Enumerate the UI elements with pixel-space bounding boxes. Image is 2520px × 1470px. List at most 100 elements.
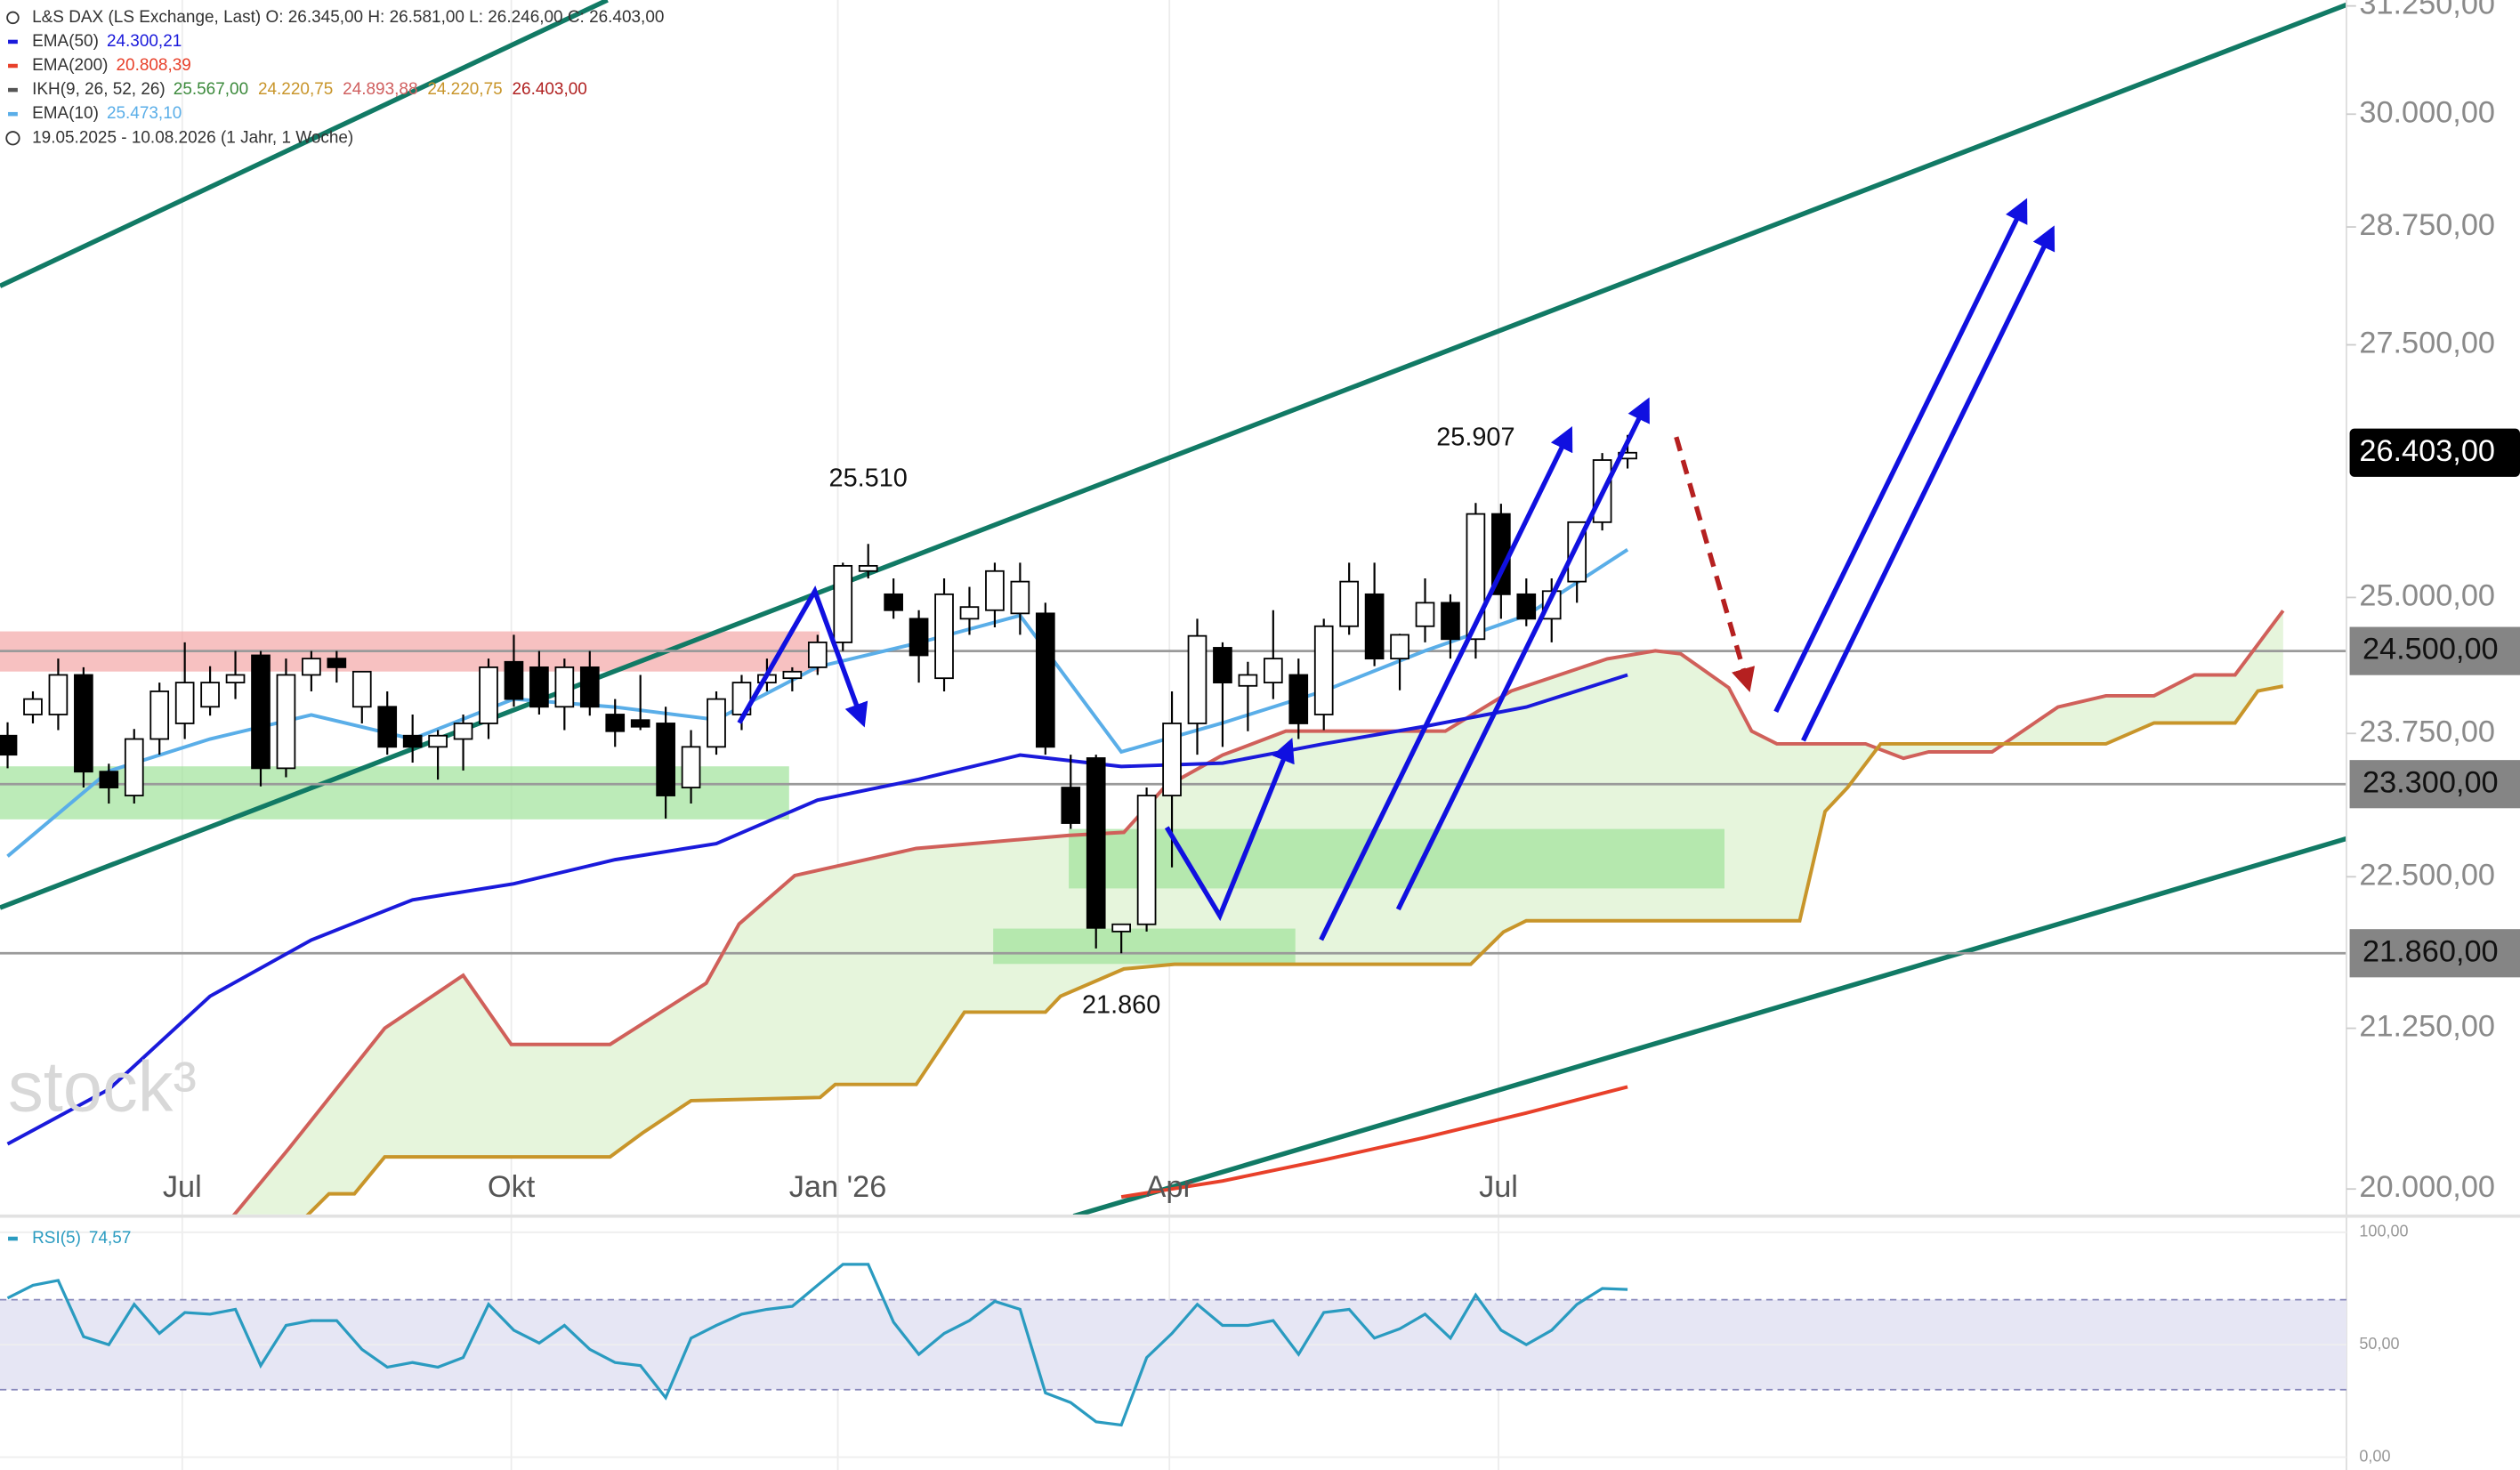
candle-body xyxy=(402,734,423,748)
candle-body xyxy=(1238,674,1258,687)
trend-line xyxy=(0,2,2346,910)
ichimoku-cloud xyxy=(234,610,2283,1215)
clock-icon xyxy=(5,131,20,146)
ichimoku-span-b xyxy=(305,684,2284,1215)
candle-body xyxy=(1035,612,1055,748)
candle-body xyxy=(1541,590,1562,620)
x-tick-label: Okt xyxy=(488,1170,536,1204)
candle-body xyxy=(174,682,195,724)
candle-body xyxy=(1263,658,1283,683)
support-zone xyxy=(993,928,1296,965)
candle-body xyxy=(1187,634,1208,724)
y-tick-label: 20.000,00 xyxy=(2359,1170,2495,1204)
trend-line xyxy=(1072,836,2346,1215)
trend-line xyxy=(0,0,609,288)
arrow xyxy=(737,586,868,728)
level-box xyxy=(2349,929,2520,978)
legend-value: 24.300,21 xyxy=(107,32,182,51)
legend-value: 26.403,00 xyxy=(513,80,587,99)
arrow xyxy=(1773,198,2028,714)
candle-body xyxy=(909,618,929,657)
ichimoku-span-a xyxy=(231,610,2285,1215)
candle-body xyxy=(782,670,803,680)
y-tick-label: 30.000,00 xyxy=(2359,95,2495,129)
candle-body xyxy=(302,658,321,676)
plot: 25.510 25.907 21.860 xyxy=(0,424,2346,1215)
rsi-tick-label: 50,00 xyxy=(2359,1335,2399,1353)
arrow xyxy=(1164,738,1295,922)
candle-body xyxy=(1010,580,1030,615)
candle-body xyxy=(1364,593,1385,660)
rsi-tick-label: 0,00 xyxy=(2359,1447,2390,1465)
annotation: 21.860 xyxy=(1082,990,1160,1019)
legend-name: IKH(9, 26, 52, 26) xyxy=(32,80,166,99)
candle-body xyxy=(0,734,18,756)
candle-body xyxy=(504,660,524,700)
candle-body xyxy=(656,723,675,796)
header: L&S DAX (LS Exchange, Last) O: 26.345,00… xyxy=(32,8,664,27)
candle-body xyxy=(1441,602,1460,641)
legend-name: EMA(50) xyxy=(32,32,99,51)
icon xyxy=(6,11,20,25)
rsi-tick-label: 100,00 xyxy=(2359,1223,2408,1240)
legend-name: EMA(10) xyxy=(32,104,99,123)
arrow xyxy=(1674,436,1756,692)
candle-body xyxy=(858,564,878,572)
date-range: 19.05.2025 - 10.08.2026 (1 Jahr, 1 Woche… xyxy=(32,128,353,147)
candle-body xyxy=(1516,593,1537,620)
legend-value: 24.893,88 xyxy=(343,80,417,99)
legend-name: EMA(200) xyxy=(32,56,108,75)
legend: L&S DAX (LS Exchange, Last) O: 26.345,00… xyxy=(5,8,664,147)
watermark: stock³ xyxy=(8,1047,197,1127)
candle-body xyxy=(276,674,296,770)
level-label: 21.860,00 xyxy=(2362,934,2499,968)
legend-value: 24.220,75 xyxy=(427,80,502,99)
legend-value: 25.567,00 xyxy=(174,80,248,99)
candle-body xyxy=(48,674,69,715)
legend-value: 24.220,75 xyxy=(258,80,333,99)
candle-body xyxy=(884,593,903,611)
x-tick-label: Apr xyxy=(1146,1170,1193,1204)
candle-body xyxy=(1162,723,1182,796)
arrow xyxy=(1801,225,2056,742)
candle-body xyxy=(251,654,271,770)
candle-body xyxy=(23,698,43,715)
annotation: 25.510 xyxy=(829,464,908,493)
level-label: 24.500,00 xyxy=(2362,633,2499,666)
arrow xyxy=(1395,397,1650,911)
candle-body xyxy=(707,698,726,748)
candle-body xyxy=(1213,647,1232,683)
candle-body xyxy=(428,734,448,748)
candle-body xyxy=(554,666,575,708)
x-tick-label: Jul xyxy=(1479,1170,1518,1204)
y-tick-label: 21.250,00 xyxy=(2359,1010,2495,1044)
y-tick-label: 22.500,00 xyxy=(2359,858,2495,892)
candle-body xyxy=(99,771,119,788)
candle-body xyxy=(1390,634,1409,660)
level-label: 23.300,00 xyxy=(2362,765,2499,799)
candle-body xyxy=(833,564,853,643)
candle-body xyxy=(200,682,220,708)
y-tick-label: 28.750,00 xyxy=(2359,208,2495,242)
candle-body xyxy=(1086,757,1106,929)
rsi-panel: 0,00 50,00 100,00 RSI(5) 74,57 xyxy=(0,1223,2409,1465)
legend-value: 74,57 xyxy=(89,1229,131,1248)
candle-body xyxy=(149,691,170,740)
x-tick-label: Jan '26 xyxy=(789,1170,887,1204)
drawings xyxy=(737,198,2056,941)
candle-body xyxy=(479,666,498,724)
rsi-line xyxy=(6,1263,1628,1427)
y-tick-label: 23.750,00 xyxy=(2359,715,2495,748)
candle-body xyxy=(1313,625,1334,715)
candle-body xyxy=(1136,795,1157,925)
y-tick-label: 31.250,00 xyxy=(2359,0,2495,21)
legend-name: RSI(5) xyxy=(32,1229,81,1248)
candle-body xyxy=(630,719,650,728)
level-box xyxy=(2349,626,2520,675)
annotation: 25.907 xyxy=(1436,424,1514,452)
zones xyxy=(0,0,2346,1215)
indicator-line xyxy=(6,673,1628,1146)
candle-body xyxy=(681,746,701,788)
candle-body xyxy=(579,666,600,708)
